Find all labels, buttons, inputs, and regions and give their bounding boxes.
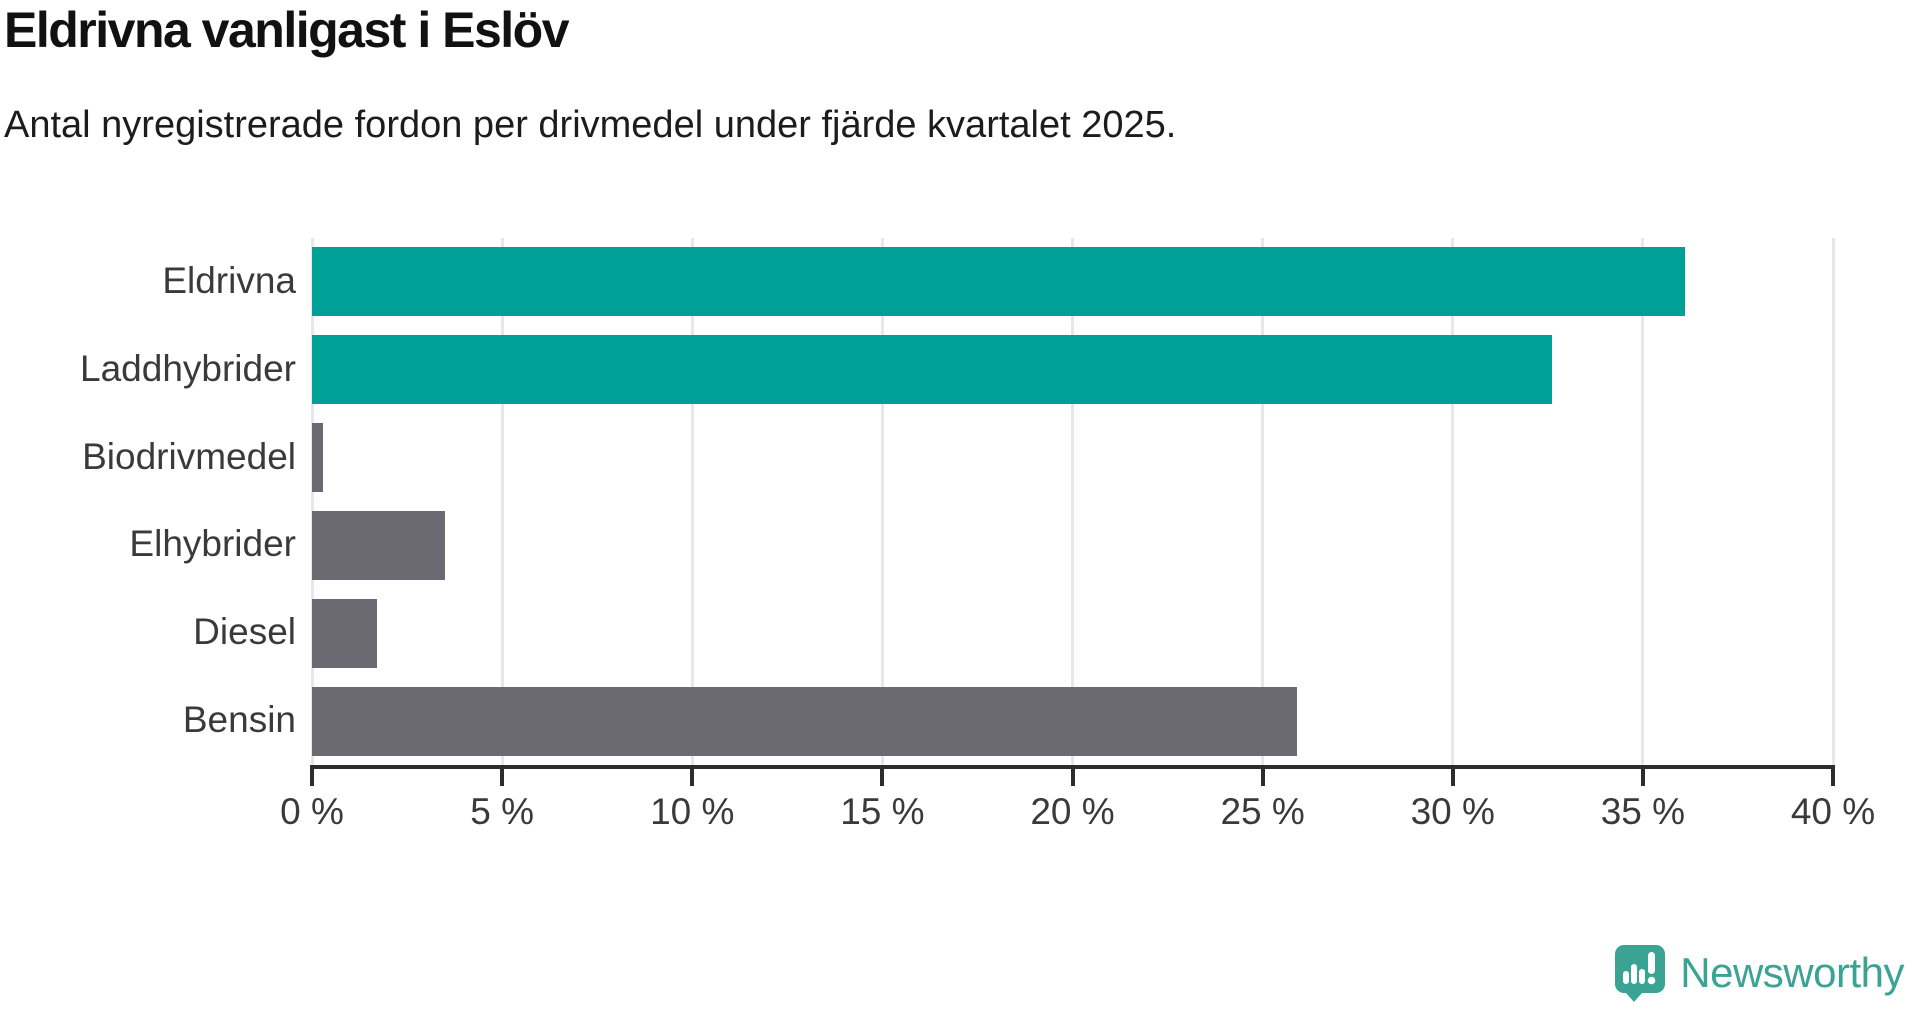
x-axis-tick-35 [1640, 765, 1645, 786]
x-axis-tick-30 [1450, 765, 1455, 786]
x-tick-label-10: 10 % [650, 791, 735, 832]
newsworthy-speech-bubble-chart-icon [1615, 945, 1666, 1002]
category-label-elhybrider: Elhybrider [129, 523, 296, 565]
brand-footer: Newsworthy [1614, 944, 1904, 1002]
chart-title: Eldrivna vanligast i Eslöv [4, 2, 570, 58]
x-tick-label-5: 5 % [470, 791, 534, 832]
x-tick-label-30: 30 % [1410, 791, 1495, 832]
bar-bensin [312, 686, 1297, 756]
x-tick-label-15: 15 % [840, 791, 925, 832]
gridline-20-percent [1071, 238, 1074, 765]
x-axis-tick-25 [1260, 765, 1265, 786]
x-axis-tick-20 [1070, 765, 1075, 786]
x-axis-tick-15 [880, 765, 885, 786]
brand-name: Newsworthy [1680, 949, 1904, 996]
x-tick-label-20: 20 % [1030, 791, 1115, 832]
x-axis-tick-10 [690, 765, 695, 786]
gridline-35-percent [1641, 238, 1645, 765]
chart-subtitle: Antal nyregistrerade fordon per drivmede… [4, 104, 1177, 146]
x-axis-tick-40 [1831, 765, 1835, 786]
category-label-biodrivmedel: Biodrivmedel [82, 435, 296, 477]
gridline-15-percent [880, 238, 884, 765]
x-axis-tick-5 [500, 765, 505, 786]
gridline-25-percent [1261, 238, 1265, 765]
category-label-eldrivna: Eldrivna [162, 259, 296, 301]
x-tick-label-0: 0 % [280, 791, 344, 832]
x-tick-label-25: 25 % [1220, 791, 1305, 832]
bar-elhybrider [312, 510, 446, 580]
bar-laddhybrider [312, 335, 1552, 405]
bar-eldrivna [312, 247, 1685, 317]
gridline-40-percent [1831, 238, 1835, 765]
x-axis-tick-0 [310, 765, 314, 786]
x-tick-label-40: 40 % [1790, 791, 1876, 832]
category-label-diesel: Diesel [193, 611, 296, 653]
bar-diesel [312, 598, 377, 668]
gridline-5-percent [500, 238, 504, 765]
gridline-10-percent [690, 238, 694, 765]
gridline-30-percent [1451, 238, 1455, 765]
bar-biodrivmedel [312, 423, 324, 493]
gridline-0-percent [310, 238, 314, 765]
category-label-bensin: Bensin [182, 699, 296, 741]
category-label-laddhybrider: Laddhybrider [80, 347, 296, 389]
x-tick-label-35: 35 % [1600, 791, 1686, 832]
